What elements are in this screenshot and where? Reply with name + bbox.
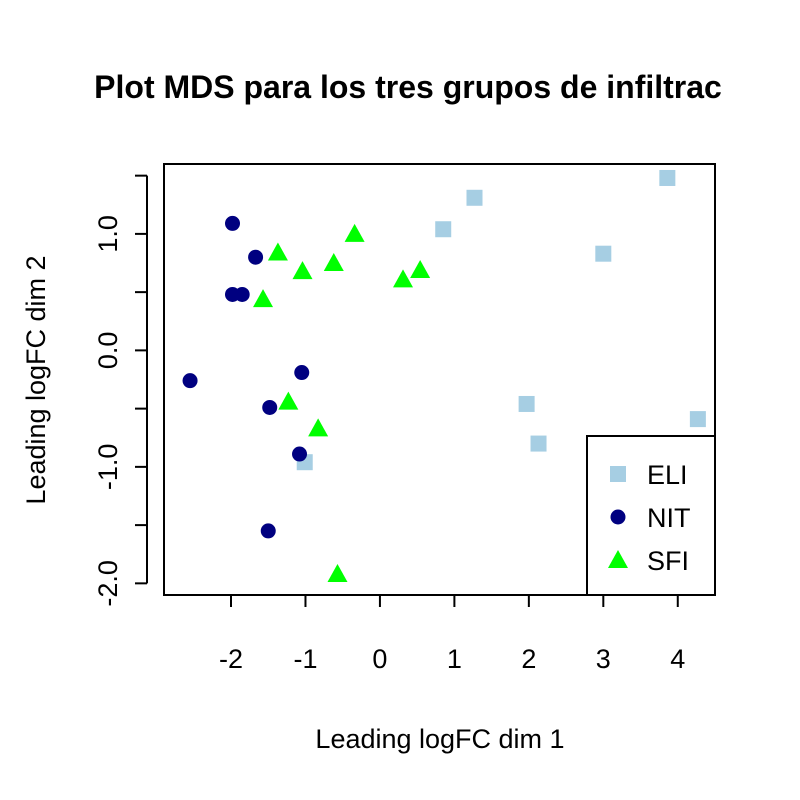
legend-item-sfi: SFI <box>608 546 689 576</box>
point-nit <box>225 215 241 231</box>
point-eli <box>659 169 676 186</box>
legend-circle-icon <box>610 509 626 525</box>
point-nit <box>248 249 264 265</box>
point-eli <box>466 189 483 206</box>
data-points <box>182 169 706 583</box>
x-tick-label: -2 <box>219 644 243 674</box>
x-axis: -2 -1 0 1 2 3 4 <box>219 594 685 674</box>
point-eli <box>435 221 452 238</box>
point-eli <box>689 411 706 428</box>
x-tick-label: 2 <box>521 644 536 674</box>
y-tick-label: 1.0 <box>93 215 123 253</box>
series-nit <box>182 215 310 539</box>
point-nit <box>292 446 308 462</box>
legend-item-nit: NIT <box>610 503 691 533</box>
x-axis-label: Leading logFC dim 1 <box>315 724 564 754</box>
x-tick-label: 4 <box>670 644 685 674</box>
point-sfi <box>267 242 288 261</box>
y-tick-label: 0.0 <box>93 332 123 370</box>
point-eli <box>518 395 535 412</box>
point-sfi <box>323 253 344 272</box>
legend-item-eli: ELI <box>610 460 688 490</box>
x-tick-label: 0 <box>372 644 387 674</box>
point-sfi <box>278 391 299 410</box>
legend: ELI NIT SFI <box>586 435 716 596</box>
series-sfi <box>253 223 431 583</box>
point-sfi <box>410 260 431 279</box>
point-nit <box>294 365 310 381</box>
y-axis-label: Leading logFC dim 2 <box>21 255 51 504</box>
point-nit <box>182 373 198 389</box>
y-tick-label: -2.0 <box>93 560 123 607</box>
x-tick-label: 3 <box>596 644 611 674</box>
series-eli <box>296 169 706 471</box>
y-tick-label: -1.0 <box>93 444 123 491</box>
point-nit <box>262 399 278 415</box>
x-tick-label: 1 <box>447 644 462 674</box>
point-sfi <box>308 418 329 437</box>
point-sfi <box>327 564 348 583</box>
point-sfi <box>292 261 313 280</box>
point-sfi <box>393 269 414 288</box>
chart-title: Plot MDS para los tres grupos de infiltr… <box>94 69 722 105</box>
point-nit <box>260 523 276 539</box>
point-sfi <box>253 289 274 308</box>
point-eli <box>595 245 612 262</box>
point-sfi <box>344 223 365 242</box>
legend-label: NIT <box>647 503 691 533</box>
legend-label: SFI <box>647 546 689 576</box>
legend-triangle-icon <box>608 550 628 568</box>
point-nit <box>234 286 250 302</box>
legend-square-icon <box>610 466 626 482</box>
legend-box <box>586 435 716 596</box>
x-tick-label: -1 <box>293 644 317 674</box>
y-axis: -2.0 -1.0 0.0 1.0 <box>93 174 148 607</box>
legend-label: ELI <box>647 460 688 490</box>
point-eli <box>530 435 547 452</box>
